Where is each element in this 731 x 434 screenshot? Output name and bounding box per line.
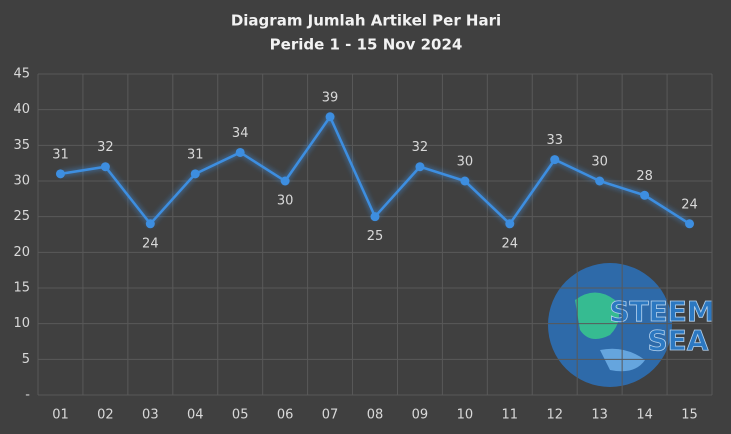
data-label: 31 <box>52 147 69 162</box>
x-tick-label: 13 <box>591 408 608 423</box>
x-tick-label: 08 <box>367 408 384 423</box>
point <box>325 112 335 122</box>
logo-land <box>575 292 619 339</box>
data-label: 30 <box>457 155 474 170</box>
x-tick-label: 14 <box>636 408 653 423</box>
x-tick-label: 15 <box>681 408 698 423</box>
x-tick-label: 02 <box>97 408 114 423</box>
point <box>415 162 425 172</box>
logo: STEEM SEA <box>548 263 715 387</box>
point <box>100 162 110 172</box>
data-label: 39 <box>322 90 339 105</box>
data-label: 31 <box>187 147 204 162</box>
data-label: 33 <box>546 133 563 148</box>
x-tick-label: 12 <box>546 408 563 423</box>
point <box>685 219 695 229</box>
data-label: 25 <box>367 229 384 244</box>
data-label: 30 <box>591 155 608 170</box>
y-tick-label: 25 <box>13 209 30 224</box>
x-tick-label: 07 <box>322 408 339 423</box>
x-tick-label: 04 <box>187 408 204 423</box>
x-tick-label: 09 <box>412 408 429 423</box>
y-tick-label: 5 <box>22 352 30 367</box>
point <box>280 176 290 186</box>
point <box>190 169 200 179</box>
point <box>550 155 560 165</box>
data-label: 24 <box>142 236 159 251</box>
y-tick-label: 30 <box>13 174 30 189</box>
data-label: 24 <box>681 197 698 212</box>
chart-title: Diagram Jumlah Artikel Per Hari <box>231 12 501 30</box>
data-label: 24 <box>502 236 519 251</box>
y-tick-label: 35 <box>13 138 30 153</box>
y-tick-label: 15 <box>13 281 30 296</box>
x-tick-label: 05 <box>232 408 249 423</box>
x-tick-label: 03 <box>142 408 159 423</box>
data-label: 32 <box>97 140 114 155</box>
data-label: 30 <box>277 194 294 209</box>
data-label: 32 <box>412 140 429 155</box>
point <box>460 176 470 186</box>
y-tick-label: - <box>25 388 30 403</box>
point <box>505 219 515 229</box>
y-tick-label: 10 <box>13 316 30 331</box>
data-label: 28 <box>636 169 653 184</box>
logo-text: STEEM <box>609 295 714 328</box>
x-tick-label: 10 <box>457 408 474 423</box>
point <box>370 212 380 222</box>
x-tick-label: 06 <box>277 408 294 423</box>
point <box>55 169 65 179</box>
y-tick-label: 45 <box>13 67 30 82</box>
logo-text: SEA <box>648 324 709 357</box>
point <box>145 219 155 229</box>
chart-subtitle: Peride 1 - 15 Nov 2024 <box>270 36 463 54</box>
point <box>640 190 650 200</box>
point <box>595 176 605 186</box>
y-tick-label: 40 <box>13 102 30 117</box>
point <box>235 147 245 157</box>
data-label: 34 <box>232 126 249 141</box>
x-tick-label: 11 <box>502 408 519 423</box>
y-tick-label: 20 <box>13 245 30 260</box>
x-tick-label: 01 <box>52 408 69 423</box>
